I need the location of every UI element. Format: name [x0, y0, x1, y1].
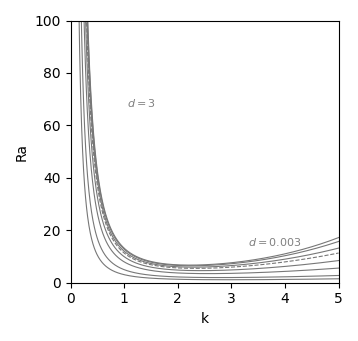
Text: $d = 3$: $d = 3$ — [127, 97, 156, 109]
Y-axis label: Ra: Ra — [15, 143, 29, 161]
X-axis label: k: k — [200, 312, 209, 326]
Text: $d = 0.003$: $d = 0.003$ — [247, 236, 301, 248]
